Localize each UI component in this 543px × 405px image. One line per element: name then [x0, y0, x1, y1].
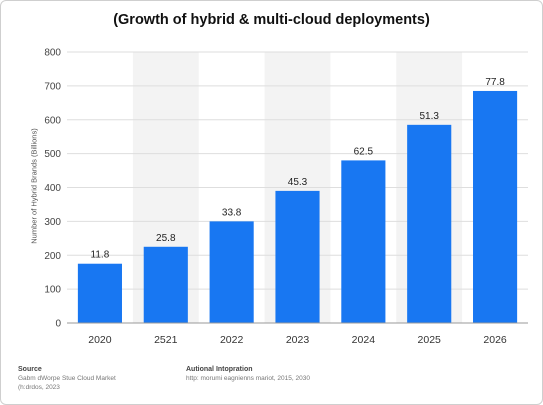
bar [209, 221, 254, 323]
source-note: Source Gabm dWorpe Stue Cloud Market (h:… [18, 365, 116, 392]
data-label: 25.8 [156, 233, 176, 244]
additional-info-line-1: http: morumi eagnienns mariot, 2015, 203… [186, 375, 310, 382]
bar [275, 190, 320, 323]
additional-info-heading: Autional Intopration [186, 366, 253, 373]
y-tick-label: 300 [44, 217, 61, 228]
bar [143, 246, 188, 323]
data-label: 51.3 [419, 111, 439, 122]
y-tick-label: 800 [44, 48, 61, 59]
y-tick-label: 600 [44, 115, 61, 126]
chart-title: (Growth of hybrid & multi-cloud deployme… [113, 12, 430, 28]
bar [473, 90, 518, 323]
y-tick-label: 400 [44, 183, 61, 194]
y-tick-label: 500 [44, 149, 61, 160]
additional-info-note: Autional Intopration http: morumi eagnie… [186, 365, 310, 383]
bar [341, 160, 386, 323]
data-label: 77.8 [485, 77, 505, 88]
data-label: 33.8 [222, 207, 242, 218]
data-label: 45.3 [288, 177, 308, 188]
data-label: 11.8 [91, 250, 110, 261]
x-tick-label: 2521 [154, 334, 178, 346]
x-tick-label: 2026 [483, 334, 507, 346]
x-tick-label: 2020 [88, 334, 112, 346]
source-line-2: (h:drdos, 2023 [18, 384, 60, 391]
x-tick-label: 2022 [220, 334, 244, 346]
bar [407, 124, 452, 323]
x-tick-label: 2025 [418, 334, 442, 346]
data-label: 62.5 [354, 146, 374, 157]
y-axis-label: Number of Hybrid Brands (Billions) [29, 128, 39, 244]
y-tick-label: 700 [44, 81, 61, 92]
x-tick-label: 2023 [286, 334, 310, 346]
x-tick-label: 2024 [352, 334, 376, 346]
y-tick-label: 100 [44, 285, 61, 296]
y-tick-label: 0 [55, 319, 61, 330]
source-line-1: Gabm dWorpe Stue Cloud Market [18, 375, 116, 382]
bar [77, 263, 122, 323]
source-heading: Source [18, 366, 42, 373]
y-tick-label: 200 [44, 251, 61, 262]
